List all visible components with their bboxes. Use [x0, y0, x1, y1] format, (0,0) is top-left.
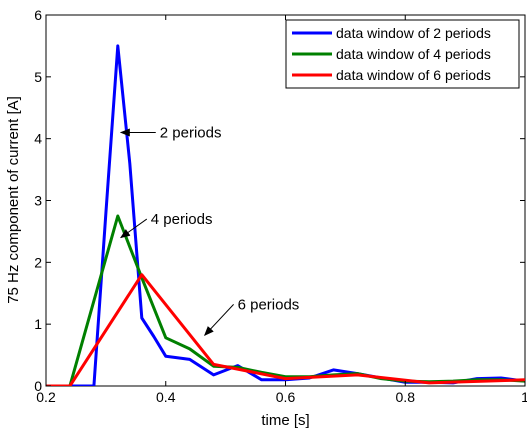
- annotation-arrow: [120, 218, 148, 239]
- series-line-3: [46, 273, 525, 386]
- annotation-label: 2 periods: [160, 124, 222, 141]
- x-tick-label: 0.6: [276, 389, 296, 405]
- x-axis-label: time [s]: [261, 412, 309, 429]
- annotation-arrow: [203, 304, 234, 337]
- legend-entry-label: data window of 4 periods: [336, 46, 491, 62]
- x-tick-label: 1: [521, 389, 527, 405]
- y-tick-label: 5: [34, 69, 42, 85]
- y-tick-label: 4: [34, 131, 42, 147]
- legend-entry-label: data window of 2 periods: [336, 25, 491, 41]
- x-tick-label: 0.4: [156, 389, 176, 405]
- annotation-label: 6 periods: [238, 296, 300, 313]
- annotations-layer: 2 periods 4 periods 6 periods: [119, 124, 300, 337]
- y-tick-label: 2: [34, 254, 42, 270]
- y-tick-label: 1: [34, 316, 42, 332]
- legend: data window of 2 periods data window of 4…: [285, 19, 520, 89]
- y-tick-label: 6: [34, 7, 42, 23]
- x-tick-label: 0.8: [396, 389, 416, 405]
- annotation-label: 4 periods: [151, 211, 213, 228]
- y-axis-label: 75 Hz component of current [A]: [5, 96, 22, 304]
- y-tick-label: 3: [34, 193, 42, 209]
- legend-entry-label: data window of 6 periods: [336, 67, 491, 83]
- y-tick-label: 0: [34, 378, 42, 394]
- x-tick-label: 0.2: [36, 389, 56, 405]
- ticks-layer: 0.2 0.4 0.6 0.8 1 0 1 2 3 4 5 6: [34, 7, 527, 405]
- series-layer: [46, 44, 525, 386]
